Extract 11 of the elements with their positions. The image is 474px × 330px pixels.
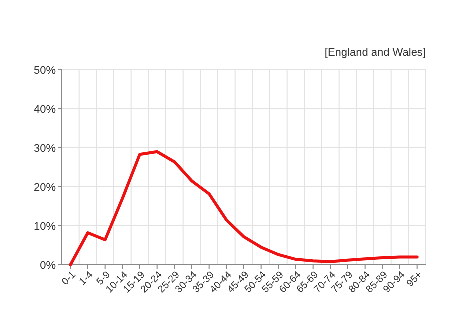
y-tick-label: 10%	[34, 220, 56, 233]
x-tick-label: 1-4	[78, 270, 96, 288]
y-tick-label: 50%	[34, 64, 56, 77]
text: [England and Wales]	[324, 47, 426, 59]
y-tick-label: 30%	[34, 142, 56, 155]
y-tick-label: 0%	[40, 260, 56, 272]
line-series	[69, 150, 419, 266]
y-tick-label: 20%	[34, 182, 56, 194]
x-tick-label: 0-1	[60, 270, 79, 288]
x-tick-label: 95+	[405, 270, 426, 290]
y-tick-label: 40%	[34, 104, 56, 116]
